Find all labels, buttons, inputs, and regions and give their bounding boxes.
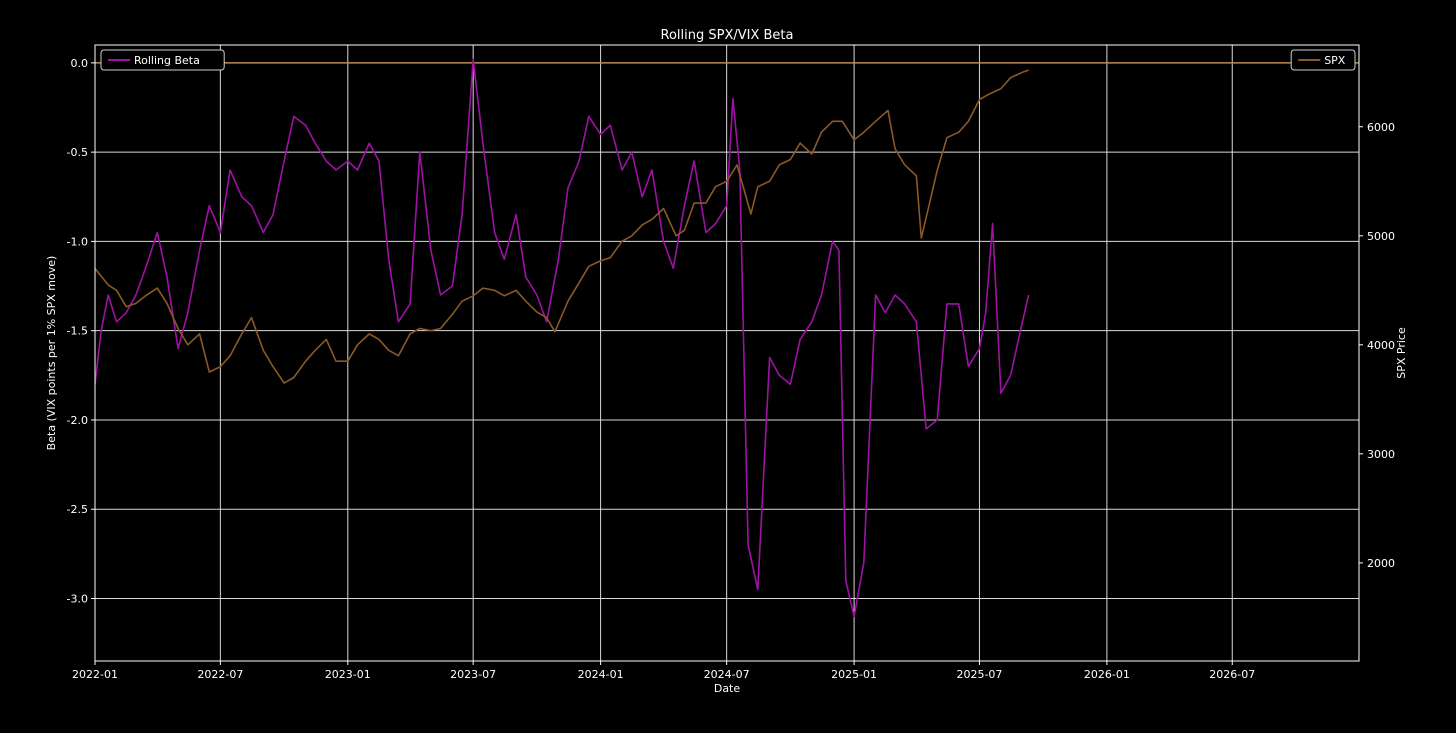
spx-price-line bbox=[94, 69, 1029, 384]
x-tick-label: 2022-01 bbox=[72, 668, 118, 681]
legend-spx-label: SPX bbox=[1324, 54, 1346, 67]
plot-frame bbox=[94, 44, 1360, 662]
x-tick-label: 2025-07 bbox=[956, 668, 1002, 681]
axes-layer: 2022-01 2022-07 2023-01 2023-07 2024-01 2024-… bbox=[67, 44, 1395, 681]
chart-title: Rolling SPX/VIX Beta bbox=[661, 28, 794, 43]
y-tick-label: -3.0 bbox=[67, 593, 88, 606]
y2-tick-label: 6000 bbox=[1367, 121, 1395, 134]
legend-beta-label: Rolling Beta bbox=[134, 54, 200, 67]
y-tick-label: -2.5 bbox=[67, 503, 88, 516]
x-tick-label: 2026-01 bbox=[1084, 668, 1130, 681]
series-layer bbox=[94, 58, 1359, 618]
y-tick-label: 0.0 bbox=[71, 57, 89, 70]
rolling-beta-line bbox=[94, 58, 1030, 618]
x-tick-label: 2024-07 bbox=[704, 668, 750, 681]
y2-tick-label: 2000 bbox=[1367, 557, 1395, 570]
y-tick-label: -1.0 bbox=[67, 235, 88, 248]
x-tick-label: 2022-07 bbox=[197, 668, 243, 681]
x-axis-label: Date bbox=[714, 682, 741, 695]
y-axis-label: Beta (VIX points per 1% SPX move) bbox=[45, 256, 58, 451]
y2-tick-label: 5000 bbox=[1367, 230, 1395, 243]
y2-tick-label: 3000 bbox=[1367, 448, 1395, 461]
legend-beta: Rolling Beta bbox=[100, 49, 225, 71]
y2-tick-label: 4000 bbox=[1367, 339, 1395, 352]
y-tick-label: -0.5 bbox=[67, 146, 88, 159]
x-tick-label: 2026-07 bbox=[1209, 668, 1255, 681]
legend-spx-box bbox=[1290, 49, 1356, 71]
legend-beta-box bbox=[100, 49, 225, 71]
y-tick-label: -2.0 bbox=[67, 414, 88, 427]
legend-spx: SPX bbox=[1290, 49, 1356, 71]
grid bbox=[94, 45, 1359, 661]
x-tick-label: 2024-01 bbox=[578, 668, 624, 681]
x-tick-label: 2023-01 bbox=[325, 668, 371, 681]
y2-axis-label: SPX Price bbox=[1395, 327, 1408, 379]
y-tick-label: -1.5 bbox=[67, 325, 88, 338]
x-tick-label: 2023-07 bbox=[450, 668, 496, 681]
x-tick-label: 2025-01 bbox=[831, 668, 877, 681]
